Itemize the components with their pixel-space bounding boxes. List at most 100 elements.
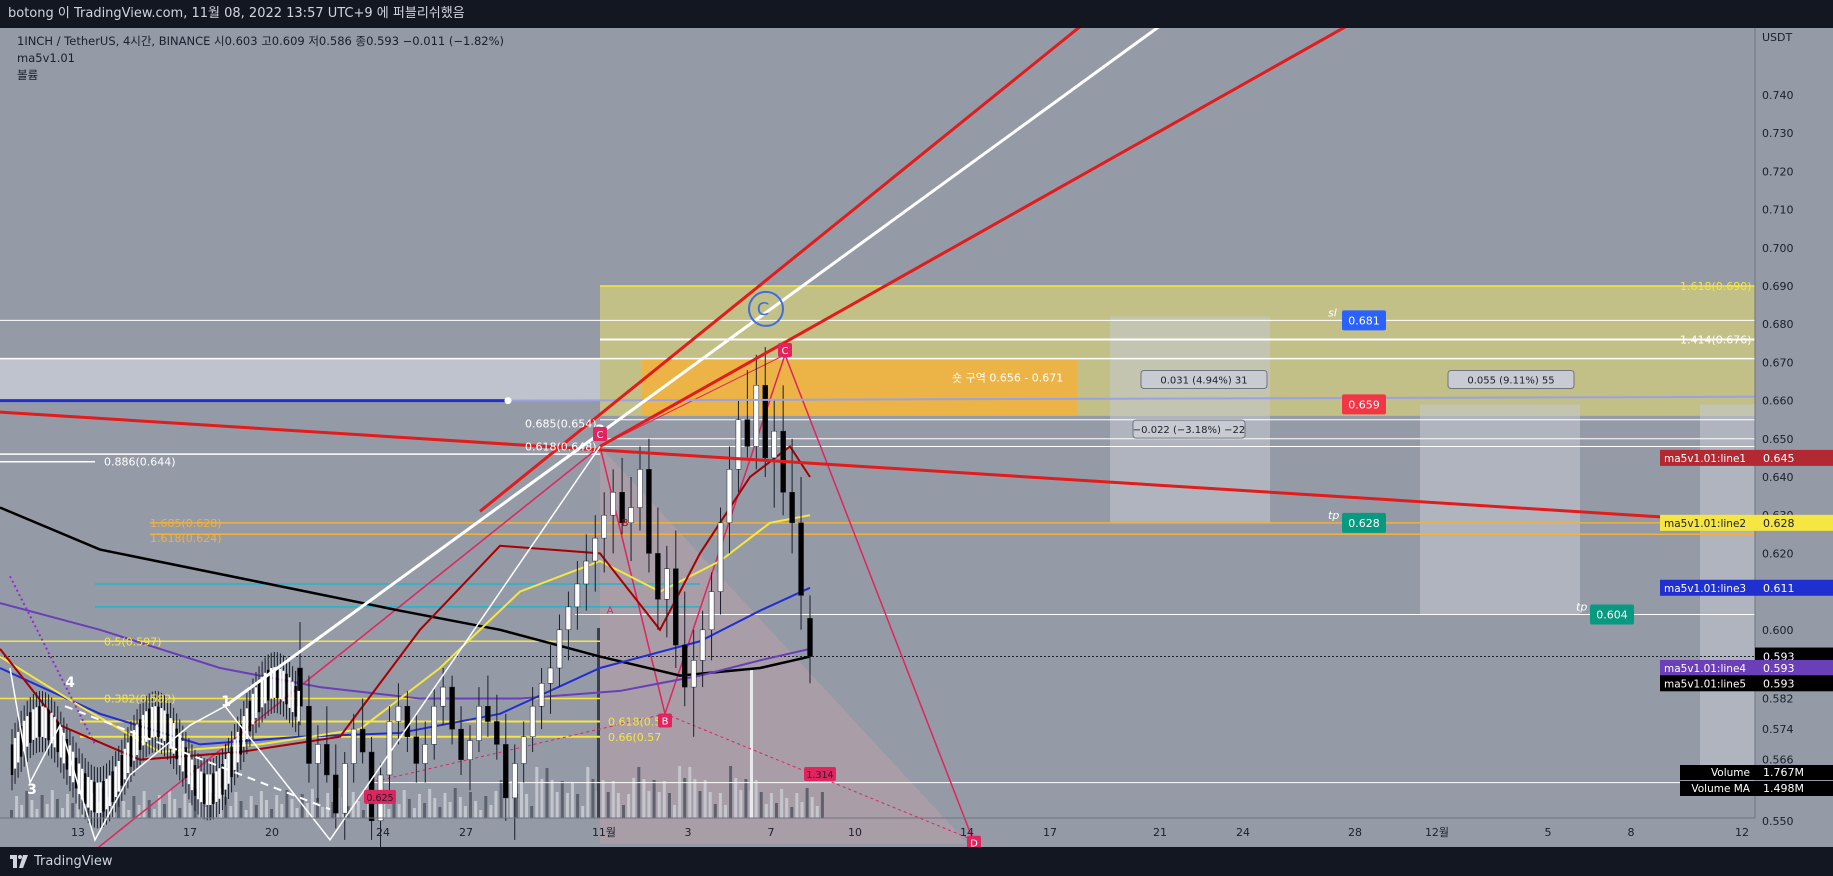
price-badge-value: 0.628 xyxy=(1348,517,1380,530)
candle xyxy=(202,773,206,804)
volume-bar xyxy=(147,800,151,818)
publish-title: botong 이 TradingView.com, 11월 08, 2022 1… xyxy=(8,6,465,21)
volume-bar xyxy=(667,793,671,818)
price-chart[interactable]: 1.618(0.690) 1.414(0.676) 0.886(0.644) 0.68… xyxy=(0,28,1833,847)
volume-bar xyxy=(224,797,228,818)
fib-label: 1.685(0.628) xyxy=(150,517,222,530)
volume-bar xyxy=(229,806,233,818)
price-scale[interactable] xyxy=(1755,28,1833,847)
volume-bar xyxy=(678,766,682,818)
volume-bar xyxy=(423,803,427,818)
pattern-dotted-leg xyxy=(664,713,974,841)
candle xyxy=(520,736,527,764)
fib-label: 0.5(0.597) xyxy=(104,635,162,648)
volume-name: Volume MA xyxy=(1691,783,1750,795)
volume-bar xyxy=(66,794,70,818)
candle xyxy=(431,705,437,745)
volume-bar xyxy=(214,802,217,818)
candle xyxy=(440,686,446,707)
candle xyxy=(664,568,670,600)
candle xyxy=(93,781,96,813)
volume-label[interactable]: 볼륨 xyxy=(17,68,39,82)
volume-bar xyxy=(76,789,80,818)
candle xyxy=(251,693,255,725)
candle xyxy=(224,759,227,790)
fib-label: 1.618(0.624) xyxy=(150,532,222,545)
candle xyxy=(233,739,236,770)
candle xyxy=(273,667,276,698)
candle xyxy=(798,522,804,596)
scale-value-box xyxy=(1755,660,1833,676)
scale-labels: 0.59303:02:20ma5v1.01:line10.645ma5v1.01… xyxy=(1660,449,1833,796)
candle xyxy=(132,730,136,761)
scale-name-box xyxy=(1660,579,1755,596)
price-badge xyxy=(1342,310,1386,331)
price-badge xyxy=(1590,604,1634,625)
range-label-box xyxy=(1447,370,1575,389)
candle xyxy=(610,492,616,516)
candle xyxy=(619,492,625,524)
volume-bar xyxy=(571,782,574,818)
candle xyxy=(187,753,191,785)
candle xyxy=(291,681,294,713)
volume-bar xyxy=(45,804,49,818)
volume-bar xyxy=(535,767,539,818)
volume-bar xyxy=(540,779,544,818)
volume-value-box xyxy=(1755,781,1833,796)
volume-bar xyxy=(606,792,610,818)
candle xyxy=(102,781,105,812)
volume-bar xyxy=(280,804,284,818)
blue-line-extension xyxy=(507,395,1756,402)
candle xyxy=(138,719,142,750)
volume-bar xyxy=(458,797,462,818)
pattern-point-label: D xyxy=(970,839,978,847)
candle xyxy=(248,700,252,732)
y-tick-label: 0.566 xyxy=(1762,754,1794,767)
volume-bar xyxy=(25,791,29,818)
tradingview-logo-icon xyxy=(10,855,28,868)
pattern-point-box xyxy=(967,835,981,847)
annotation-layer: 1.618(0.690) 1.414(0.676) 0.886(0.644) 0.68… xyxy=(27,280,1752,847)
volume-bar xyxy=(560,781,564,818)
volume-bar xyxy=(112,806,115,818)
candle xyxy=(126,742,130,774)
volume-bar xyxy=(163,804,166,818)
ma-black xyxy=(0,506,811,677)
pattern-point-label: C xyxy=(597,430,604,441)
candle xyxy=(333,774,339,814)
x-tick-label: 14 xyxy=(960,826,974,839)
candle xyxy=(90,779,93,811)
candle xyxy=(105,778,108,810)
volume-bar xyxy=(219,788,223,818)
volume-bar xyxy=(545,768,549,818)
volume-bar xyxy=(234,792,238,818)
candle xyxy=(726,469,733,524)
scale-name: ma5v1.01:line3 xyxy=(1664,583,1746,595)
candle xyxy=(111,771,114,802)
candle xyxy=(297,667,303,707)
volume-bar xyxy=(479,810,483,818)
candle xyxy=(254,687,258,718)
volume-bar xyxy=(683,778,687,818)
volume-bar xyxy=(520,782,523,818)
volume-bar xyxy=(724,805,727,818)
footer-brand[interactable]: TradingView xyxy=(34,854,113,869)
volume-bar xyxy=(591,779,595,818)
candle xyxy=(297,690,300,722)
candle xyxy=(511,763,518,799)
scale-value: 0.645 xyxy=(1763,452,1795,465)
scale-value-box xyxy=(1755,514,1833,531)
volume-bar xyxy=(382,800,386,818)
volume-bar xyxy=(693,779,697,818)
y-tick-label: 0.650 xyxy=(1762,433,1794,446)
candle xyxy=(190,759,194,791)
candle xyxy=(13,738,17,769)
volume-bar xyxy=(316,798,319,818)
volume-bar xyxy=(265,800,268,818)
pattern-fill xyxy=(600,446,968,844)
white-trendline xyxy=(224,28,1160,708)
candle xyxy=(196,768,200,800)
dashed-channel xyxy=(64,705,331,811)
volume-bar xyxy=(30,800,34,818)
indicator-name[interactable]: ma5v1.01 xyxy=(17,51,75,65)
